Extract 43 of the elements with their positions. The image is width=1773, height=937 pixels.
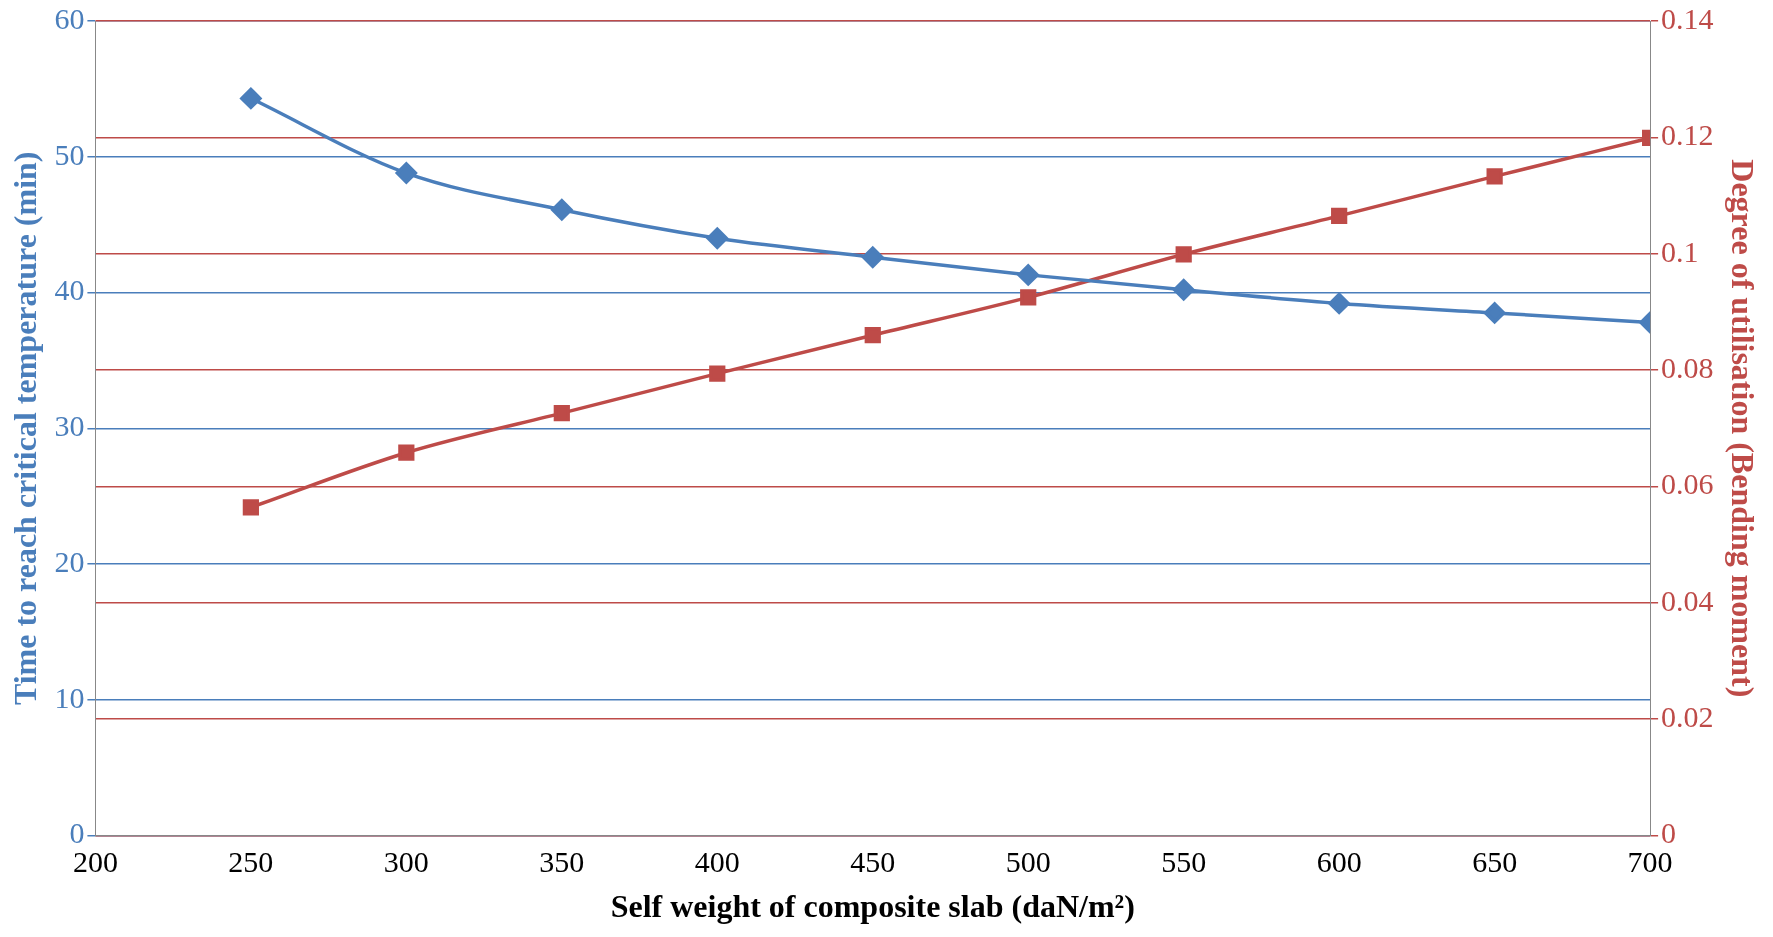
x-tick-label: 650 (1472, 845, 1518, 879)
x-tick-label: 350 (539, 845, 585, 879)
y-tick-label: 60 (54, 1, 85, 35)
point (553, 405, 570, 422)
x-tick-label: 500 (1005, 845, 1051, 879)
point (395, 162, 418, 184)
y-tick-label: 20 (54, 544, 85, 578)
x-axis-title: Self weight of composite slab (daN/m²) (610, 888, 1135, 925)
point (398, 444, 415, 461)
y-tick-label: 50 (54, 137, 85, 171)
point (551, 198, 573, 221)
y2-tick-label: 0.02 (1661, 700, 1714, 734)
y2-tick-label: 0.1 (1661, 234, 1699, 268)
point (1175, 246, 1192, 263)
y-tick-label: 40 (54, 273, 85, 307)
y-tick-label: 10 (54, 680, 85, 714)
y2-axis-title: Degree of utilisation (Bending moment) (1724, 159, 1761, 698)
point (1328, 292, 1350, 315)
point (1483, 302, 1506, 324)
point (864, 327, 881, 344)
point (1331, 207, 1348, 225)
y-tick-label: 30 (54, 409, 85, 443)
point (1486, 168, 1503, 185)
point (1020, 289, 1037, 306)
x-tick-label: 600 (1316, 845, 1362, 879)
point (862, 246, 884, 268)
point (242, 499, 259, 516)
x-tick-label: 250 (228, 845, 274, 879)
x-tick-label: 550 (1161, 845, 1207, 879)
point (706, 227, 729, 249)
y2-tick-label: 0.08 (1661, 350, 1714, 384)
point (1172, 279, 1195, 301)
y2-tick-label: 0.12 (1661, 118, 1714, 152)
y2-tick-label: 0.06 (1661, 467, 1714, 501)
point (709, 365, 726, 382)
y2-tick-label: 0.04 (1661, 583, 1714, 617)
point (240, 87, 262, 110)
x-tick-label: 400 (694, 845, 740, 879)
y-axis-title: Time to reach critical temperature (min) (7, 151, 44, 706)
y2-tick-label: 0.14 (1661, 1, 1714, 35)
x-tick-label: 300 (383, 845, 429, 879)
x-tick-label: 450 (850, 845, 896, 879)
point (1017, 264, 1039, 286)
